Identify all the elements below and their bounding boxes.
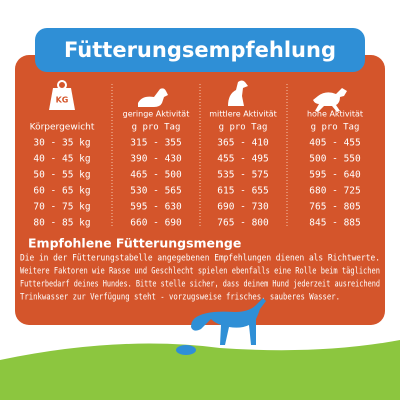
column-header: Körpergewicht [30, 123, 95, 133]
kg-icon: KG [49, 80, 75, 110]
table-cell: 765 - 800 [217, 218, 269, 229]
table-cell: 365 - 410 [217, 138, 269, 149]
dog-icon-lying [138, 88, 168, 107]
dog-icon-running [313, 88, 347, 112]
table-cell: 535 - 575 [217, 170, 268, 181]
table-cell: 615 - 655 [217, 186, 268, 197]
table-cell: 390 - 430 [130, 154, 182, 165]
column-activity: hohe Aktivität [307, 110, 363, 119]
table-cell: 40 - 45 kg [33, 154, 90, 165]
table-cell: 80 - 85 kg [33, 218, 90, 229]
dog-icon-sitting [228, 80, 248, 106]
table-cell: 845 - 885 [309, 218, 360, 229]
note-title: Empfohlene Fütterungsmenge [28, 236, 241, 251]
svg-text:KG: KG [56, 96, 69, 105]
table-cell: 690 - 730 [217, 202, 269, 213]
column-unit: g pro Tag [311, 123, 360, 133]
note-line: Die in der Fütterungstabelle angegebenen… [20, 254, 380, 264]
table-cell: 50 - 55 kg [33, 170, 90, 181]
table-cell: 315 - 355 [130, 138, 181, 149]
table: Körpergewicht geringe Aktivität g pro Tag m… [30, 110, 363, 229]
dog-illustration [176, 298, 266, 355]
note-text: Die in der Fütterungstabelle angegebenen… [20, 254, 380, 303]
column-unit: g pro Tag [132, 123, 181, 133]
table-cell: 660 - 690 [130, 218, 182, 229]
table-cell: 595 - 630 [130, 202, 182, 213]
table-cell: 455 - 495 [217, 154, 268, 165]
grass-hill [0, 340, 400, 400]
table-cell: 70 - 75 kg [33, 202, 90, 213]
title-banner [35, 28, 365, 72]
column-activity: mittlere Aktivität [209, 110, 277, 119]
table-cell: 765 - 805 [309, 202, 360, 213]
table-cell: 500 - 550 [309, 154, 361, 165]
column-activity: geringe Aktivität [123, 110, 190, 119]
table-cell: 595 - 640 [309, 170, 361, 181]
note-line: Weitere Faktoren wie Rasse und Geschlech… [20, 267, 380, 277]
table-cell: 465 - 500 [130, 170, 182, 181]
note-line: Trinkwasser zur Verfügung steht - vorzug… [20, 293, 340, 303]
table-cell: 680 - 725 [309, 186, 360, 197]
table-cell: 530 - 565 [130, 186, 181, 197]
table-cell: 30 - 35 kg [33, 138, 90, 149]
column-unit: g pro Tag [219, 123, 268, 133]
table-cell: 60 - 65 kg [33, 186, 90, 197]
table-cell: 405 - 455 [309, 138, 360, 149]
title: Fütterungsempfehlung [64, 38, 336, 62]
note-line: Futterbedarf deines Hundes. Bitte stelle… [20, 280, 380, 290]
